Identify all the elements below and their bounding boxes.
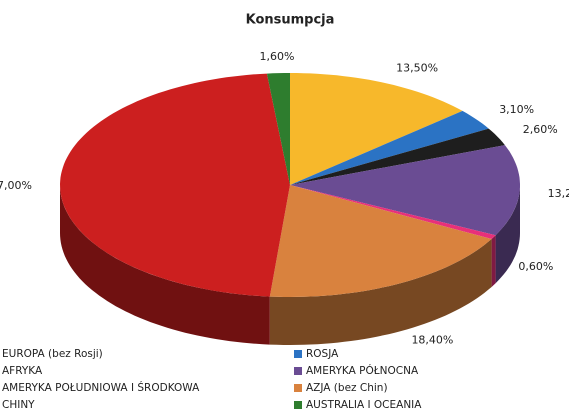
chart-title: Konsumpcja	[246, 13, 335, 28]
legend-swatch	[294, 350, 302, 358]
slice	[290, 110, 489, 185]
legend-label: ROSJA	[306, 348, 339, 360]
slice-side	[269, 239, 492, 345]
legend-label: AMERYKA PÓŁNOCNA	[306, 364, 419, 377]
legend-label: CHINY	[2, 399, 35, 411]
slice-side	[495, 185, 520, 284]
slice	[290, 73, 463, 185]
data-label: 13,50%	[396, 61, 438, 74]
slice	[266, 73, 290, 185]
slice	[290, 128, 505, 185]
data-label: 0,60%	[518, 260, 553, 273]
data-label: 2,60%	[523, 123, 558, 136]
slice	[269, 185, 492, 297]
data-label: 3,10%	[499, 103, 534, 116]
legend-label: AZJA (bez Chin)	[306, 382, 388, 394]
data-label: 1,60%	[260, 50, 295, 63]
data-label: 18,40%	[411, 333, 453, 346]
legend-swatch	[294, 401, 302, 409]
slice	[290, 185, 496, 239]
legend-label: AMERYKA POŁUDNIOWA I ŚRODKOWA	[2, 381, 200, 394]
legend-label: AUSTRALIA I OCEANIA	[306, 399, 422, 411]
data-label: 47,00%	[0, 179, 32, 192]
slice	[60, 73, 290, 297]
legend-label: EUROPA (bez Rosji)	[2, 348, 103, 360]
legend-swatch	[294, 384, 302, 392]
legend-swatch	[294, 367, 302, 375]
slice	[290, 145, 520, 236]
slice-side	[60, 185, 270, 345]
data-label: 13,20%	[548, 187, 569, 200]
legend-label: AFRYKA	[2, 365, 43, 377]
slice-side	[491, 235, 496, 287]
